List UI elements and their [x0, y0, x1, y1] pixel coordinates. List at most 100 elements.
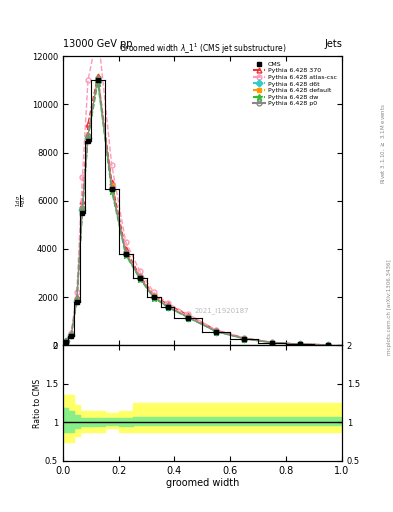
Line: Pythia 6.428 atlas-csc: Pythia 6.428 atlas-csc: [63, 30, 331, 347]
Pythia 6.428 atlas-csc: [109, 162, 114, 168]
Pythia 6.428 atlas-csc: [186, 311, 191, 317]
Pythia 6.428 d6t: [137, 275, 142, 281]
Pythia 6.428 dw: [75, 297, 79, 304]
Pythia 6.428 d6t: [69, 332, 73, 338]
Pythia 6.428 p0: [137, 274, 142, 281]
Pythia 6.428 370: [151, 292, 156, 298]
Pythia 6.428 default: [326, 342, 331, 348]
Pythia 6.428 dw: [95, 80, 100, 86]
Pythia 6.428 atlas-csc: [63, 338, 68, 344]
Pythia 6.428 atlas-csc: [80, 174, 85, 180]
Pythia 6.428 d6t: [298, 341, 303, 347]
Pythia 6.428 d6t: [270, 339, 275, 346]
X-axis label: groomed width: groomed width: [166, 478, 239, 488]
Pythia 6.428 default: [123, 249, 128, 255]
Text: 2021_I1920187: 2021_I1920187: [195, 307, 249, 314]
Pythia 6.428 d6t: [123, 251, 128, 257]
Text: Rivet 3.1.10, $\geq$ 3.1M events: Rivet 3.1.10, $\geq$ 3.1M events: [379, 103, 387, 184]
Pythia 6.428 atlas-csc: [326, 342, 331, 348]
Pythia 6.428 atlas-csc: [151, 289, 156, 295]
Pythia 6.428 default: [137, 273, 142, 280]
Pythia 6.428 p0: [80, 205, 85, 211]
Pythia 6.428 p0: [63, 338, 68, 345]
Pythia 6.428 p0: [123, 250, 128, 257]
Pythia 6.428 p0: [69, 332, 73, 338]
Pythia 6.428 dw: [186, 315, 191, 321]
Pythia 6.428 dw: [63, 338, 68, 345]
Pythia 6.428 370: [109, 179, 114, 185]
Pythia 6.428 atlas-csc: [95, 29, 100, 35]
Pythia 6.428 d6t: [186, 314, 191, 321]
Pythia 6.428 p0: [270, 339, 275, 346]
Pythia 6.428 dw: [214, 329, 219, 335]
Pythia 6.428 370: [95, 73, 100, 79]
Pythia 6.428 p0: [86, 133, 90, 139]
Pythia 6.428 default: [165, 303, 170, 309]
Line: Pythia 6.428 p0: Pythia 6.428 p0: [63, 76, 331, 347]
Pythia 6.428 atlas-csc: [69, 330, 73, 336]
Pythia 6.428 370: [137, 272, 142, 279]
Pythia 6.428 370: [86, 121, 90, 127]
Y-axis label: Ratio to CMS: Ratio to CMS: [33, 378, 42, 428]
Pythia 6.428 atlas-csc: [270, 339, 275, 346]
Pythia 6.428 dw: [298, 341, 303, 347]
Pythia 6.428 p0: [95, 75, 100, 81]
Pythia 6.428 default: [298, 341, 303, 347]
Text: mcplots.cern.ch [arXiv:1306.3436]: mcplots.cern.ch [arXiv:1306.3436]: [387, 260, 391, 355]
Pythia 6.428 default: [186, 314, 191, 320]
Pythia 6.428 d6t: [109, 186, 114, 192]
Y-axis label: $\frac{1}{\sigma}\frac{d\sigma}{d\lambda}$: $\frac{1}{\sigma}\frac{d\sigma}{d\lambda…: [15, 195, 29, 207]
Pythia 6.428 atlas-csc: [86, 77, 90, 83]
Line: Pythia 6.428 370: Pythia 6.428 370: [63, 73, 331, 347]
Pythia 6.428 atlas-csc: [123, 239, 128, 245]
Pythia 6.428 d6t: [95, 77, 100, 83]
Pythia 6.428 370: [326, 342, 331, 348]
Pythia 6.428 dw: [165, 304, 170, 310]
Pythia 6.428 dw: [80, 207, 85, 214]
Pythia 6.428 d6t: [63, 338, 68, 345]
Pythia 6.428 d6t: [75, 297, 79, 304]
Pythia 6.428 atlas-csc: [165, 300, 170, 306]
Pythia 6.428 d6t: [326, 342, 331, 348]
Pythia 6.428 370: [242, 335, 247, 341]
Pythia 6.428 370: [63, 338, 68, 344]
Text: 13000 GeV pp: 13000 GeV pp: [63, 38, 132, 49]
Pythia 6.428 p0: [109, 184, 114, 190]
Pythia 6.428 default: [86, 133, 90, 139]
Pythia 6.428 370: [214, 327, 219, 333]
Pythia 6.428 default: [151, 293, 156, 300]
Pythia 6.428 atlas-csc: [137, 268, 142, 274]
Pythia 6.428 370: [69, 330, 73, 336]
Pythia 6.428 370: [270, 339, 275, 346]
Pythia 6.428 default: [242, 335, 247, 342]
Pythia 6.428 default: [63, 338, 68, 345]
Pythia 6.428 370: [165, 301, 170, 307]
Pythia 6.428 atlas-csc: [298, 341, 303, 347]
Pythia 6.428 atlas-csc: [214, 327, 219, 333]
Line: Pythia 6.428 dw: Pythia 6.428 dw: [62, 79, 331, 348]
Line: Pythia 6.428 d6t: Pythia 6.428 d6t: [63, 78, 331, 347]
Pythia 6.428 p0: [165, 304, 170, 310]
Pythia 6.428 370: [186, 312, 191, 318]
Pythia 6.428 p0: [326, 342, 331, 348]
Pythia 6.428 default: [109, 183, 114, 189]
Title: Groomed width $\lambda\_1^1$ (CMS jet substructure): Groomed width $\lambda\_1^1$ (CMS jet su…: [119, 42, 286, 56]
Pythia 6.428 default: [75, 296, 79, 303]
Pythia 6.428 p0: [186, 314, 191, 321]
Pythia 6.428 370: [75, 294, 79, 300]
Pythia 6.428 d6t: [242, 336, 247, 342]
Pythia 6.428 default: [80, 205, 85, 211]
Pythia 6.428 d6t: [214, 328, 219, 334]
Pythia 6.428 dw: [270, 339, 275, 346]
Pythia 6.428 p0: [214, 328, 219, 334]
Pythia 6.428 default: [270, 339, 275, 346]
Pythia 6.428 atlas-csc: [242, 335, 247, 341]
Pythia 6.428 dw: [123, 252, 128, 258]
Pythia 6.428 dw: [151, 294, 156, 301]
Line: Pythia 6.428 default: Pythia 6.428 default: [63, 76, 331, 347]
Pythia 6.428 dw: [137, 275, 142, 282]
Pythia 6.428 default: [69, 332, 73, 338]
Text: Jets: Jets: [324, 38, 342, 49]
Pythia 6.428 dw: [326, 342, 331, 348]
Pythia 6.428 default: [95, 75, 100, 81]
